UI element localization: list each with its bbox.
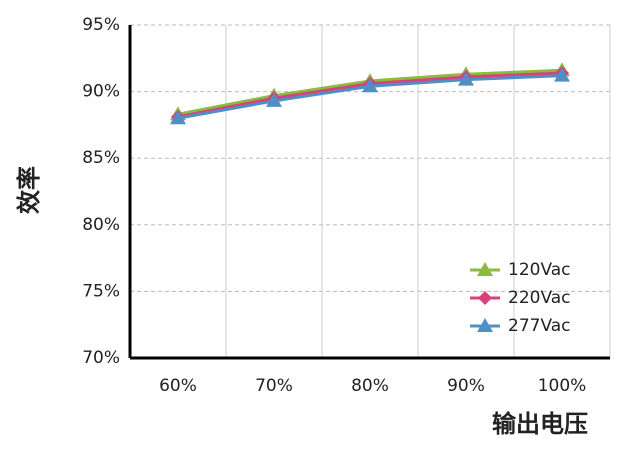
y-axis-title: 效率 — [15, 166, 43, 214]
x-tick-label: 90% — [447, 376, 485, 396]
x-tick-label: 80% — [351, 376, 389, 396]
y-tick-label: 85% — [82, 148, 120, 168]
x-tick-label: 100% — [538, 376, 587, 396]
marker — [478, 291, 492, 305]
legend-label: 220Vac — [508, 288, 571, 308]
y-tick-label: 75% — [82, 281, 120, 301]
x-tick-label: 60% — [159, 376, 197, 396]
chart: 效率 输出电压 70% 75% 80% 85% 90% 95% 60% 70% 80% 90% 10… — [0, 0, 623, 445]
legend-label: 277Vac — [508, 316, 571, 336]
x-axis-title: 输出电压 — [492, 410, 588, 438]
legend-label: 120Vac — [508, 260, 571, 280]
y-tick-label: 70% — [82, 348, 120, 368]
y-tick-label: 80% — [82, 215, 120, 235]
x-tick-label: 70% — [255, 376, 293, 396]
y-tick-label: 90% — [82, 82, 120, 102]
y-tick-label: 95% — [82, 15, 120, 35]
